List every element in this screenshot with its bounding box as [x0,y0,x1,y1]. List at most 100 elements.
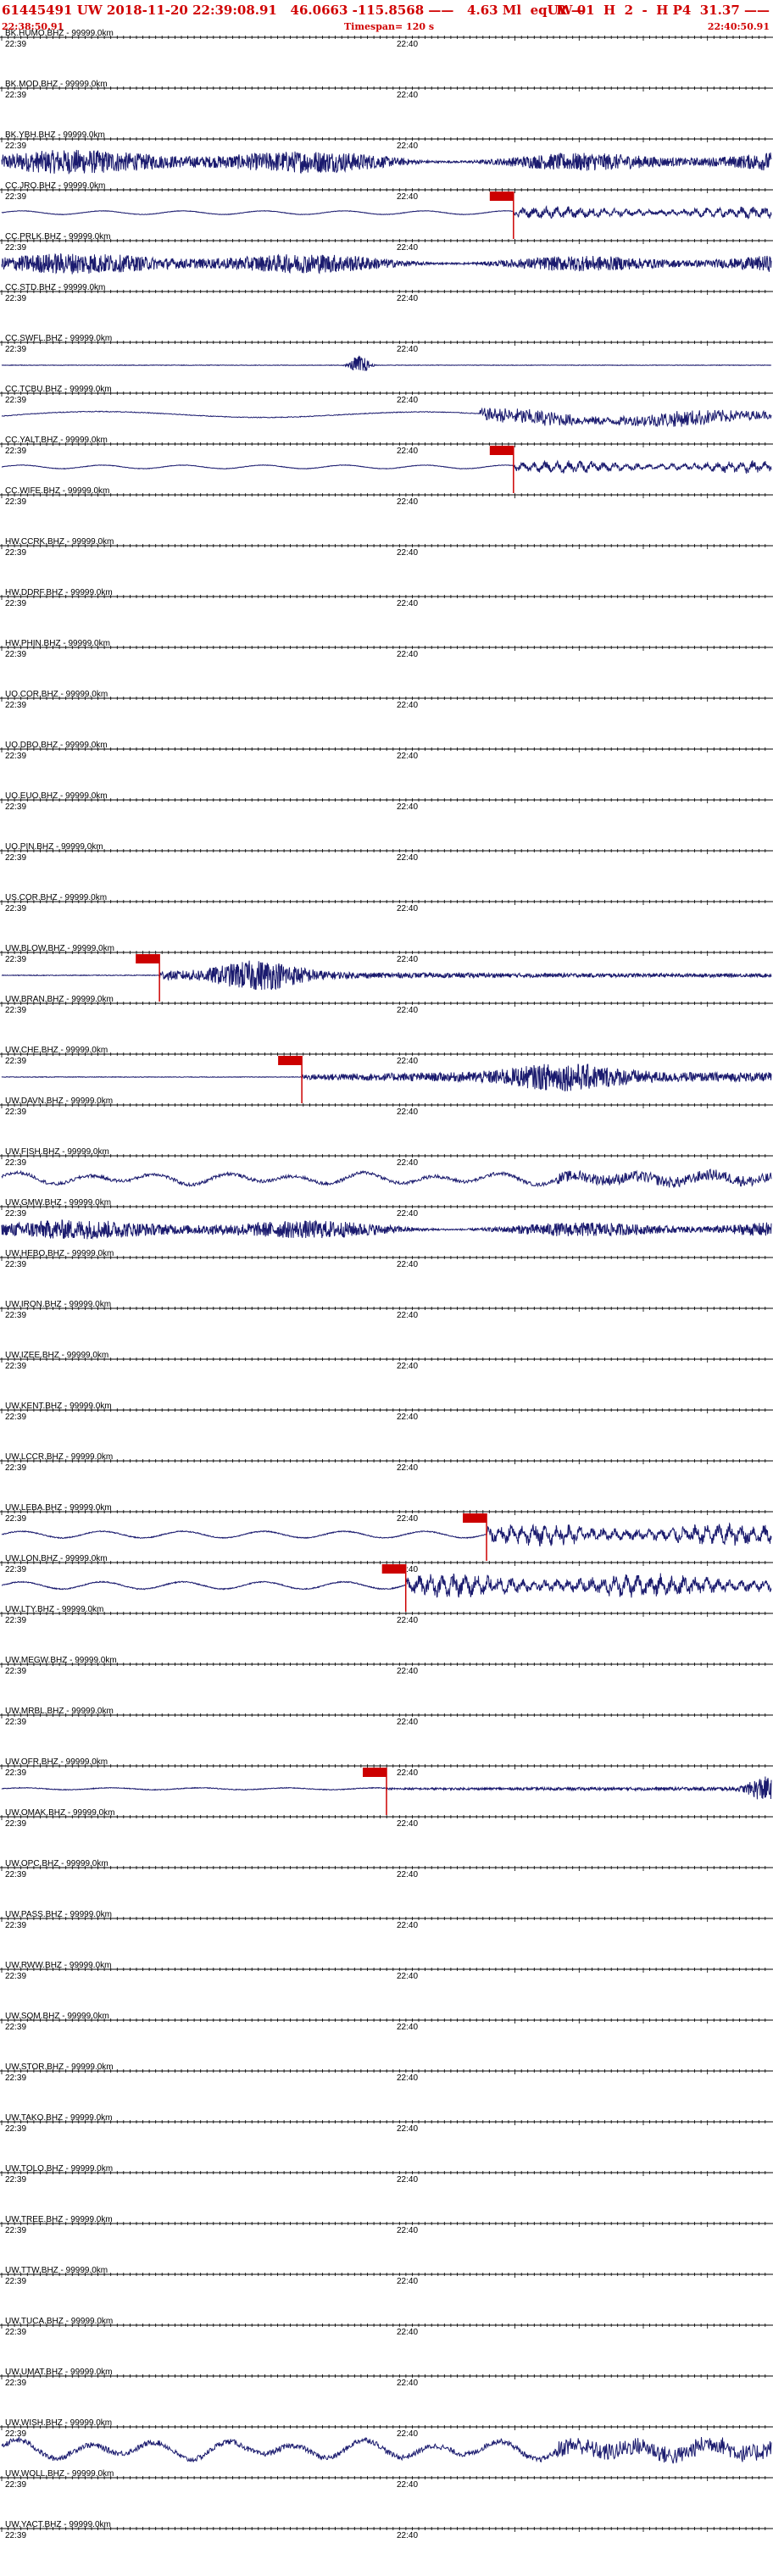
trace-label: HW.CCRK.BHZ - 99999.0km [5,537,114,547]
time-label: 22:40 [397,1514,418,1524]
time-label: 22:39 [5,2226,26,2235]
trace-label: UW.TREE.BHZ - 99999.0km [5,2215,113,2224]
time-label: 22:40 [397,2429,418,2439]
event-lat: 46.0663 [290,3,348,18]
waveform [1,204,772,220]
time-label: 22:40 [397,599,418,608]
waveform [1,1219,772,1240]
time-label: 22:40 [397,2379,418,2388]
trace-label: UW.LTY.BHZ - 99999.0km [5,1605,103,1614]
station-trace: HW.PHIN.BHZ - 99999.0km 22:39 22:40 [0,639,773,659]
station-trace: UW.STOR.BHZ - 99999.0km 22:39 22:40 [0,2062,773,2083]
event-summary: 61445491 UW 2018-11-20 22:39:08.91 46.06… [2,3,584,18]
time-label: 22:39 [5,447,26,456]
time-label: 22:39 [5,955,26,964]
end-time: 22:40:50.91 [707,21,770,32]
station-trace: UW.BRAN.BHZ - 99999.0km 22:39 22:40 [0,995,773,1015]
time-label: 22:40 [397,142,418,151]
time-label: 22:40 [397,1870,418,1879]
station-trace: UW.TREE.BHZ - 99999.0km 22:39 22:40 [0,2215,773,2235]
station-trace: UW.RWW.BHZ - 99999.0km 22:39 22:40 [0,1961,773,1981]
time-ticks [1,493,766,498]
station-trace: UW.DAVN.BHZ - 99999.0km 22:39 22:40 [0,1096,773,1117]
time-ticks [1,188,766,193]
waveform [1,2435,772,2464]
time-label: 22:39 [5,1921,26,1930]
time-ticks [1,1002,766,1007]
station-trace: UW.KENT.BHZ - 99999.0km 22:39 22:40 [0,1402,773,1422]
station-trace: CC.TCBU.BHZ - 99999.0km 22:39 22:40 [0,385,773,428]
time-label: 22:39 [5,345,26,354]
trace-label: UW.IRON.BHZ - 99999.0km [5,1300,111,1309]
time-label: 22:40 [397,243,418,253]
time-label: 22:39 [5,1006,26,1015]
time-label: 22:39 [5,192,26,202]
time-label: 22:40 [397,2074,418,2083]
time-ticks [1,2069,766,2074]
time-label: 22:39 [5,2074,26,2083]
pick-flag [363,1768,386,1777]
station-trace: UW.MRBL.BHZ - 99999.0km 22:39 22:40 [0,1707,773,1727]
time-label: 22:39 [5,2531,26,2540]
station-trace: BK.HUMO.BHZ - 99999.0km 22:39 22:40 [0,29,773,49]
station-trace: UW.LON.BHZ - 99999.0km 22:39 22:40 [0,1554,773,1612]
time-label: 22:40 [397,345,418,354]
trace-label: UW.OPC.BHZ - 99999.0km [5,1859,108,1868]
trace-label: UW.FISH.BHZ - 99999.0km [5,1147,109,1157]
trace-label: HW.DDRF.BHZ - 99999.0km [5,588,113,597]
event-magnitude: 4.63 Ml [467,3,522,18]
trace-label: US.COR.BHZ - 99999.0km [5,893,107,902]
time-label: 22:40 [397,497,418,507]
station-trace: UO.DBO.BHZ - 99999.0km 22:39 22:40 [0,741,773,761]
time-label: 22:39 [5,1768,26,1778]
time-label: 22:39 [5,1057,26,1066]
time-ticks [1,1764,766,1769]
time-ticks [1,1256,766,1261]
time-ticks [1,1459,766,1464]
trace-label: UW.OFR.BHZ - 99999.0km [5,1757,108,1767]
time-ticks [1,2425,766,2430]
waveform [1,459,772,475]
trace-label: UW.MRBL.BHZ - 99999.0km [5,1707,114,1716]
station-trace: UW.YACT.BHZ - 99999.0km 22:39 22:40 [0,2520,773,2540]
time-label: 22:39 [5,650,26,659]
station-trace: UW.UMAT.BHZ - 99999.0km 22:39 22:40 [0,2368,773,2388]
pick-flag [463,1513,487,1523]
time-label: 22:40 [397,955,418,964]
time-ticks [1,341,766,346]
trace-label: CC.STD.BHZ - 99999.0km [5,283,105,292]
event-meta-text: UW 01 H 2 - H P4 31.37 [547,3,740,18]
time-label: 22:39 [5,2429,26,2439]
time-label: 22:39 [5,243,26,253]
station-trace: CC.SWFL.BHZ - 99999.0km 22:39 22:40 [0,334,773,372]
time-label: 22:40 [397,2328,418,2337]
time-label: 22:39 [5,2175,26,2185]
time-label: 22:39 [5,2023,26,2032]
station-trace: HW.DDRF.BHZ - 99999.0km 22:39 22:40 [0,588,773,608]
station-trace: UW.PASS.BHZ - 99999.0km 22:39 22:40 [0,1910,773,1930]
time-ticks [1,1052,766,1058]
time-ticks [1,1154,766,1159]
station-trace: UW.TTW.BHZ - 99999.0km 22:39 22:40 [0,2266,773,2286]
start-time: 22:38:50.91 [2,21,64,32]
time-ticks [1,1612,766,1617]
waveform [1,1169,772,1188]
time-label: 22:39 [5,396,26,405]
station-trace: UW.IRON.BHZ - 99999.0km 22:39 22:40 [0,1300,773,1320]
trace-label: UW.UMAT.BHZ - 99999.0km [5,2368,113,2377]
time-label: 22:40 [397,2175,418,2185]
time-label: 22:40 [397,752,418,761]
time-label: 22:39 [5,701,26,710]
trace-label: UW.KENT.BHZ - 99999.0km [5,1402,112,1411]
time-ticks [1,239,766,244]
time-label: 22:39 [5,548,26,558]
pick-flag [489,192,514,201]
trace-label: UW.GMW.BHZ - 99999.0km [5,1198,111,1208]
